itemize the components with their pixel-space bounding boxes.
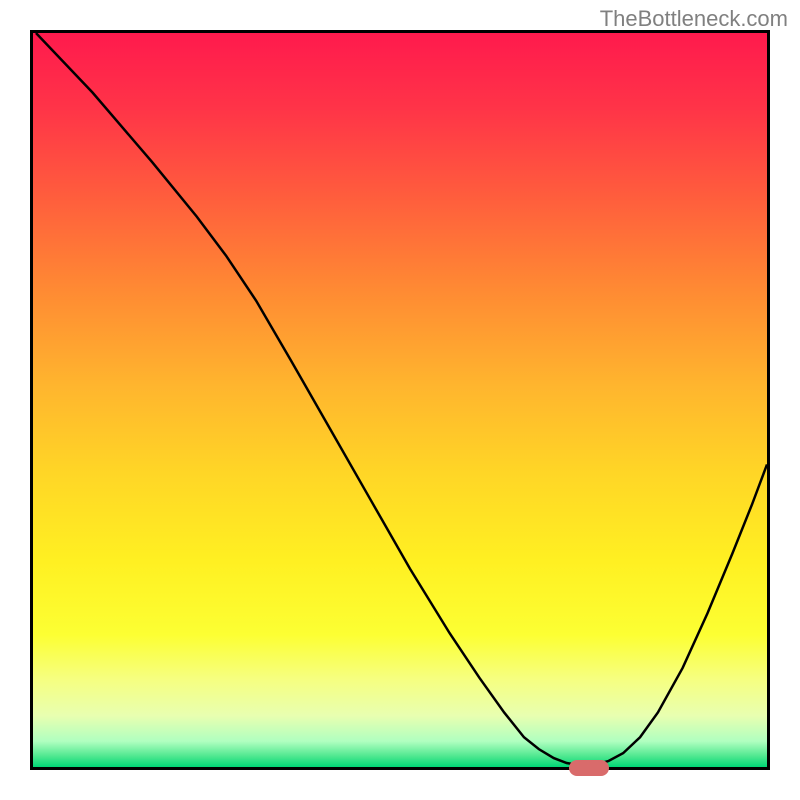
bottleneck-curve (33, 33, 767, 767)
chart-container: TheBottleneck.com (0, 0, 800, 800)
optimal-point-marker (569, 760, 609, 776)
watermark-text: TheBottleneck.com (600, 6, 788, 32)
plot-area (30, 30, 770, 770)
